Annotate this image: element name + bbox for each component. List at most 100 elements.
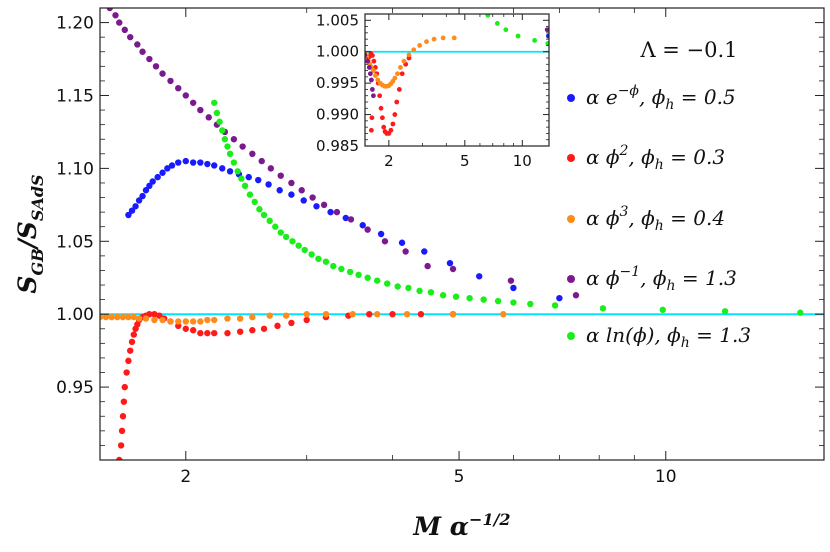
main-data-point: [421, 248, 428, 255]
inset-data-point: [369, 115, 375, 121]
main-data-point: [189, 159, 197, 166]
inset-data-point: [368, 77, 374, 83]
main-data-point: [303, 310, 310, 318]
main-data-point: [359, 222, 366, 229]
main-data-point: [364, 274, 371, 281]
main-data-point: [599, 305, 607, 312]
main-data-point: [403, 310, 411, 318]
main-data-point: [167, 318, 174, 325]
main-data-point: [175, 318, 182, 325]
main-series-3: [106, 8, 580, 299]
inset-data-point: [392, 75, 398, 81]
inset-y-tick-label: 0.995: [316, 74, 359, 92]
inset-data-point: [395, 71, 400, 77]
main-data-point: [245, 173, 252, 181]
main-data-point: [347, 216, 355, 223]
main-series-0: [125, 157, 563, 302]
main-series-2: [100, 310, 507, 325]
main-data-point: [146, 55, 153, 63]
main-data-point: [330, 262, 337, 270]
main-data-point: [224, 143, 231, 150]
main-data-point: [303, 316, 310, 324]
main-data-point: [159, 169, 166, 176]
inset-data-point: [485, 14, 491, 18]
inset-x-tick-label: 2: [384, 152, 394, 170]
inset-data-point: [365, 58, 371, 64]
main-data-point: [211, 329, 218, 337]
inset-y-tick-label: 0.985: [316, 137, 359, 155]
main-data-point: [300, 197, 307, 204]
inset-data-point: [367, 71, 373, 77]
main-data-point: [256, 206, 263, 213]
inset-data-point: [411, 47, 417, 53]
main-data-point: [119, 413, 127, 420]
main-data-point: [274, 322, 281, 330]
main-data-point: [213, 109, 221, 117]
inset-data-point: [494, 21, 500, 26]
main-data-point: [527, 300, 534, 308]
legend-entry: α e−ϕ, ϕh = 0.5: [586, 83, 736, 113]
inset-plot: 2 5 10 0.985 0.990 0.995 1.000 1.005: [316, 11, 550, 170]
main-data-point: [182, 325, 189, 332]
main-data-point: [204, 316, 211, 324]
main-data-point: [282, 233, 290, 241]
main-data-point: [224, 329, 231, 337]
main-data-point: [151, 316, 158, 324]
inset-data-point: [366, 65, 372, 70]
main-data-point: [295, 242, 302, 249]
inset-data-point: [451, 35, 457, 41]
main-data-point: [510, 284, 517, 292]
main-data-point: [119, 313, 127, 321]
main-data-point: [238, 175, 245, 182]
main-data-point: [159, 70, 166, 77]
main-data-point: [125, 313, 132, 321]
main-data-point: [216, 118, 223, 125]
main-data-point: [112, 12, 119, 19]
main-data-point: [204, 329, 211, 337]
inset-data-point: [371, 68, 376, 73]
main-data-point: [128, 207, 136, 214]
main-data-point: [289, 238, 296, 245]
inset-data-point: [369, 53, 375, 58]
main-data-point: [374, 277, 381, 284]
main-data-point: [197, 106, 204, 114]
y-axis-title: SGB/SSAdS: [13, 174, 47, 293]
inset-data-point: [388, 127, 394, 133]
main-y-tick-label: 1.00: [56, 305, 94, 325]
main-data-point: [416, 287, 423, 295]
inset-data-point: [545, 33, 549, 39]
main-data-point: [106, 8, 113, 12]
main-data-point: [121, 383, 128, 391]
inset-data-point: [396, 87, 402, 92]
main-data-point: [494, 297, 502, 305]
main-data-point: [142, 187, 150, 194]
main-data-point: [149, 178, 156, 185]
legend-marker: [567, 154, 575, 162]
legend: Λ = −0.1 α e−ϕ, ϕh = 0.5 α ϕ2, ϕh = 0.3 α ϕ…: [567, 38, 751, 351]
main-data-point: [381, 238, 389, 245]
inset-y-tick-label: 1.000: [316, 43, 359, 61]
inset-data-point: [392, 112, 398, 117]
inset-data-point: [378, 105, 384, 111]
main-data-point: [266, 217, 273, 225]
inset-data-point: [371, 58, 377, 64]
main-data-point: [205, 114, 212, 121]
main-data-point: [288, 179, 295, 187]
inset-frame: [364, 13, 550, 147]
main-data-point: [251, 198, 258, 206]
main-data-point: [272, 223, 279, 230]
main-data-point: [315, 255, 322, 262]
inset-data-point: [532, 38, 538, 43]
main-data-point: [116, 19, 123, 26]
inset-data-point: [544, 27, 549, 33]
main-data-point: [221, 136, 229, 143]
inset-data-point: [424, 39, 429, 45]
main-data-point: [236, 315, 244, 322]
main-data-point: [384, 280, 391, 287]
main-data-point: [234, 168, 241, 175]
main-data-point: [366, 310, 373, 318]
main-data-point: [167, 77, 174, 85]
inset-data-point: [503, 27, 509, 33]
main-data-point: [308, 251, 315, 258]
